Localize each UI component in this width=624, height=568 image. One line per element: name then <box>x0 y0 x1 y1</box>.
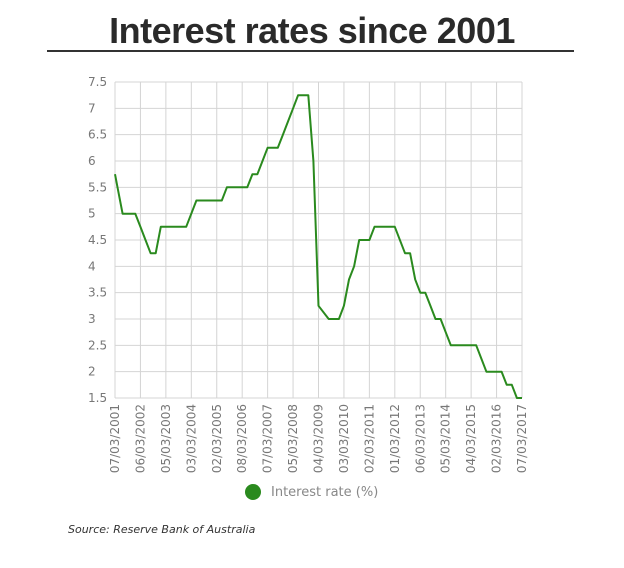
x-tick-label: 05/03/2014 <box>439 404 453 473</box>
y-tick-label: 5.5 <box>88 180 107 194</box>
title-rule <box>47 50 574 52</box>
x-tick-label: 08/03/2006 <box>235 404 249 473</box>
y-tick-label: 6.5 <box>88 128 107 142</box>
y-tick-label: 7.5 <box>88 75 107 89</box>
y-tick-label: 4.5 <box>88 233 107 247</box>
source-note: Source: Reserve Bank of Australia <box>68 523 256 536</box>
x-tick-label: 02/03/2005 <box>210 404 224 473</box>
y-tick-label: 5 <box>88 207 96 221</box>
x-tick-label: 02/03/2011 <box>362 404 376 473</box>
x-tick-label: 07/03/2001 <box>108 404 122 473</box>
series-line-interest-rate <box>114 94 522 399</box>
y-tick-label: 1.5 <box>88 391 107 405</box>
x-tick-label: 03/03/2004 <box>184 404 198 473</box>
y-axis-ticks: 7.5 7 6.5 6 5.5 5 4.5 4 3.5 3 2.5 2 1.5 <box>88 75 107 405</box>
x-tick-label: 06/03/2002 <box>133 404 147 473</box>
y-tick-label: 3 <box>88 312 96 326</box>
x-tick-label: 04/03/2009 <box>312 404 326 473</box>
y-tick-label: 2.5 <box>88 338 107 352</box>
x-tick-label: 03/03/2010 <box>337 404 351 473</box>
x-tick-label: 01/03/2012 <box>388 404 402 473</box>
chart-grid <box>114 81 523 399</box>
x-tick-label: 06/03/2013 <box>413 404 427 473</box>
legend-label: Interest rate (%) <box>271 484 379 500</box>
y-tick-label: 6 <box>88 154 96 168</box>
x-tick-label: 07/03/2017 <box>515 404 529 473</box>
chart-title: Interest rates since 2001 <box>109 10 515 51</box>
legend-swatch <box>245 484 261 500</box>
y-tick-label: 3.5 <box>88 286 107 300</box>
x-tick-label: 05/03/2003 <box>159 404 173 473</box>
x-tick-label: 07/03/2007 <box>261 404 275 473</box>
x-axis-ticks: 07/03/2001 06/03/2002 05/03/2003 03/03/2004… <box>108 404 529 473</box>
x-tick-label: 04/03/2015 <box>464 404 478 473</box>
y-tick-label: 2 <box>88 365 96 379</box>
x-tick-label: 02/03/2016 <box>490 404 504 473</box>
x-tick-label: 05/03/2008 <box>286 404 300 473</box>
y-tick-label: 7 <box>88 101 96 115</box>
y-tick-label: 4 <box>88 259 96 273</box>
chart-series <box>114 94 522 399</box>
legend: Interest rate (%) <box>245 484 378 500</box>
